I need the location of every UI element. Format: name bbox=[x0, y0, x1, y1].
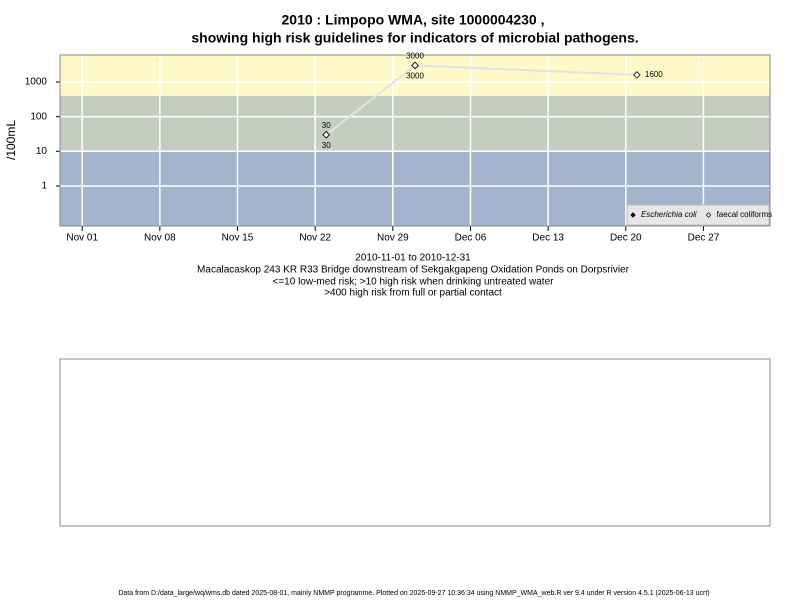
x-tick-label: Dec 27 bbox=[688, 233, 720, 244]
y-tick-label: 100 bbox=[30, 111, 47, 122]
value-label: 30 bbox=[322, 121, 331, 130]
legend-marker bbox=[705, 212, 712, 218]
x-tick-label: Nov 29 bbox=[377, 233, 409, 244]
x-tick-label: Nov 08 bbox=[144, 233, 176, 244]
chart-title: 2010 : Limpopo WMA, site 1000004230 , bbox=[282, 12, 545, 28]
legend-label: faecal coliforms bbox=[717, 210, 773, 219]
marker bbox=[633, 71, 641, 79]
x-tick-label: Dec 06 bbox=[455, 233, 487, 244]
caption: 2010-11-01 to 2010-12-31 bbox=[355, 253, 471, 264]
chart-title: showing high risk guidelines for indicat… bbox=[191, 30, 638, 46]
footer: Data from D:/data_large/wq/wms.db dated … bbox=[118, 590, 709, 597]
y-axis-label: /100mL bbox=[4, 120, 18, 160]
x-tick-label: Nov 15 bbox=[222, 233, 254, 244]
legend-label: Escherichia coli bbox=[641, 210, 697, 219]
value-label: 3000 bbox=[406, 72, 424, 81]
legend-box bbox=[626, 204, 770, 226]
marker bbox=[411, 61, 419, 70]
y-tick-label: 1 bbox=[41, 181, 47, 192]
y-tick-label: 10 bbox=[36, 146, 48, 157]
x-tick-label: Dec 20 bbox=[610, 233, 642, 244]
x-tick-label: Nov 22 bbox=[299, 233, 331, 244]
legend-marker bbox=[630, 212, 636, 218]
marker bbox=[322, 130, 331, 139]
x-tick-label: Dec 13 bbox=[532, 233, 564, 244]
value-label: 30 bbox=[322, 141, 331, 150]
value-label: 1600 bbox=[645, 70, 663, 79]
caption: <=10 low-med risk; >10 high risk when dr… bbox=[273, 277, 555, 288]
y-tick-label: 1000 bbox=[25, 77, 48, 88]
caption: >400 high risk from full or partial cont… bbox=[324, 288, 502, 299]
plot-frame bbox=[59, 54, 771, 227]
value-label: 3000 bbox=[406, 52, 424, 61]
risk-band bbox=[60, 95, 770, 152]
caption: Macalacaskop 243 KR R33 Bridge downstrea… bbox=[197, 265, 630, 276]
x-tick-label: Nov 01 bbox=[66, 233, 98, 244]
empty-panel bbox=[59, 358, 771, 527]
